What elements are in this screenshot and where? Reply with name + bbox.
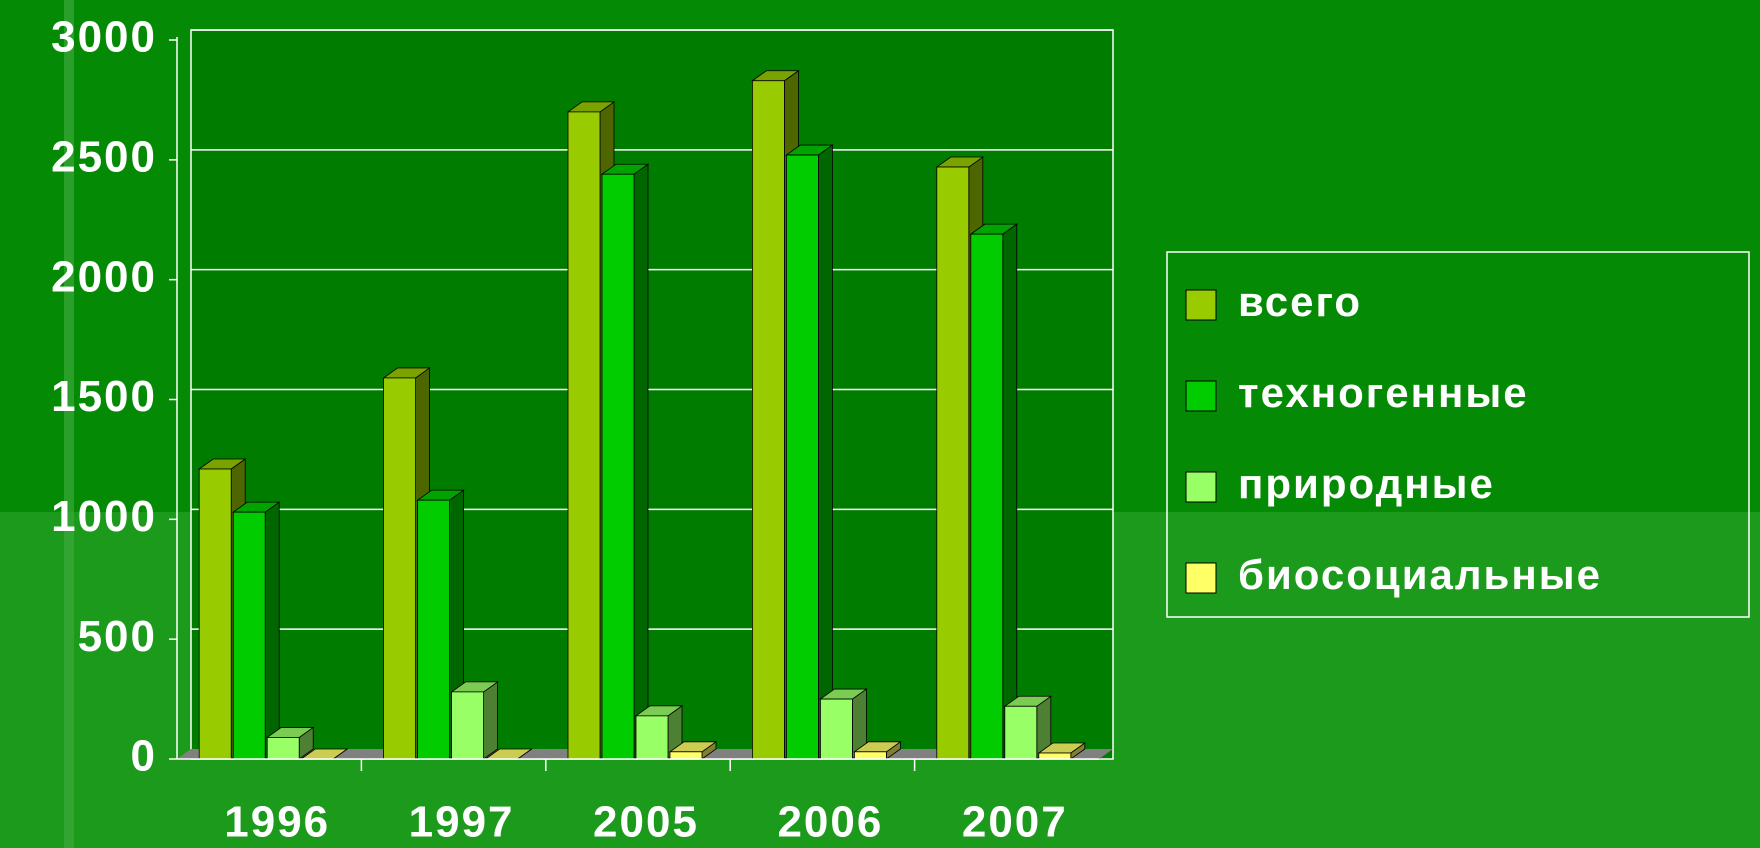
bar-front [854, 751, 887, 760]
bar [600, 163, 650, 760]
y-tick-label: 1500 [51, 372, 157, 421]
legend-label: биосоциальные [1238, 551, 1602, 598]
bar [265, 726, 315, 760]
background-stripe [64, 0, 74, 848]
bar-front [936, 166, 970, 760]
x-tick-label: 1997 [409, 798, 515, 847]
bar-side [264, 501, 280, 760]
bar [969, 223, 1019, 760]
bar-front [266, 737, 300, 760]
bar-front [451, 691, 485, 760]
bar [1003, 695, 1053, 760]
bar [299, 748, 349, 760]
bar-front [417, 499, 451, 760]
bar [231, 501, 281, 760]
x-tick-label: 2007 [962, 798, 1068, 847]
x-tick-label: 2005 [593, 798, 699, 847]
y-tick-label: 3000 [51, 13, 157, 62]
bar [935, 156, 985, 760]
bar [785, 144, 834, 760]
legend-label: всего [1238, 278, 1362, 325]
legend [1166, 251, 1750, 618]
bar-front [383, 377, 417, 760]
bar [819, 688, 868, 760]
x-tick-label: 1996 [224, 798, 330, 847]
y-tick-label: 500 [78, 612, 157, 661]
bar-front [198, 468, 232, 760]
bar-front [232, 511, 266, 760]
y-tick-label: 2500 [51, 132, 157, 181]
bar-front [567, 111, 601, 760]
legend-swatch [1185, 562, 1217, 594]
y-tick-label: 0 [131, 732, 157, 781]
bar-side [1002, 223, 1018, 760]
x-tick-label: 2006 [777, 798, 883, 847]
bar-side [633, 163, 649, 760]
bar-front [820, 698, 853, 760]
bar-front [601, 173, 635, 760]
y-tick-label: 2000 [51, 252, 157, 301]
bar-front [1004, 705, 1038, 760]
bar-front [1038, 752, 1072, 760]
bar-side [483, 681, 499, 760]
legend-swatch [1185, 380, 1217, 412]
bar [450, 681, 499, 760]
legend-swatch [1185, 471, 1217, 503]
bar-front [635, 715, 669, 760]
bar-front [786, 154, 819, 760]
bar-side [818, 144, 833, 760]
legend-label: природные [1238, 460, 1495, 507]
bar-front [669, 751, 703, 760]
bar-front [752, 80, 785, 760]
legend-swatch [1185, 289, 1217, 321]
bar-front [970, 233, 1004, 760]
bar [634, 705, 684, 760]
bar [484, 748, 533, 760]
legend-label: техногенные [1238, 369, 1529, 416]
y-tick-label: 1000 [51, 492, 157, 541]
